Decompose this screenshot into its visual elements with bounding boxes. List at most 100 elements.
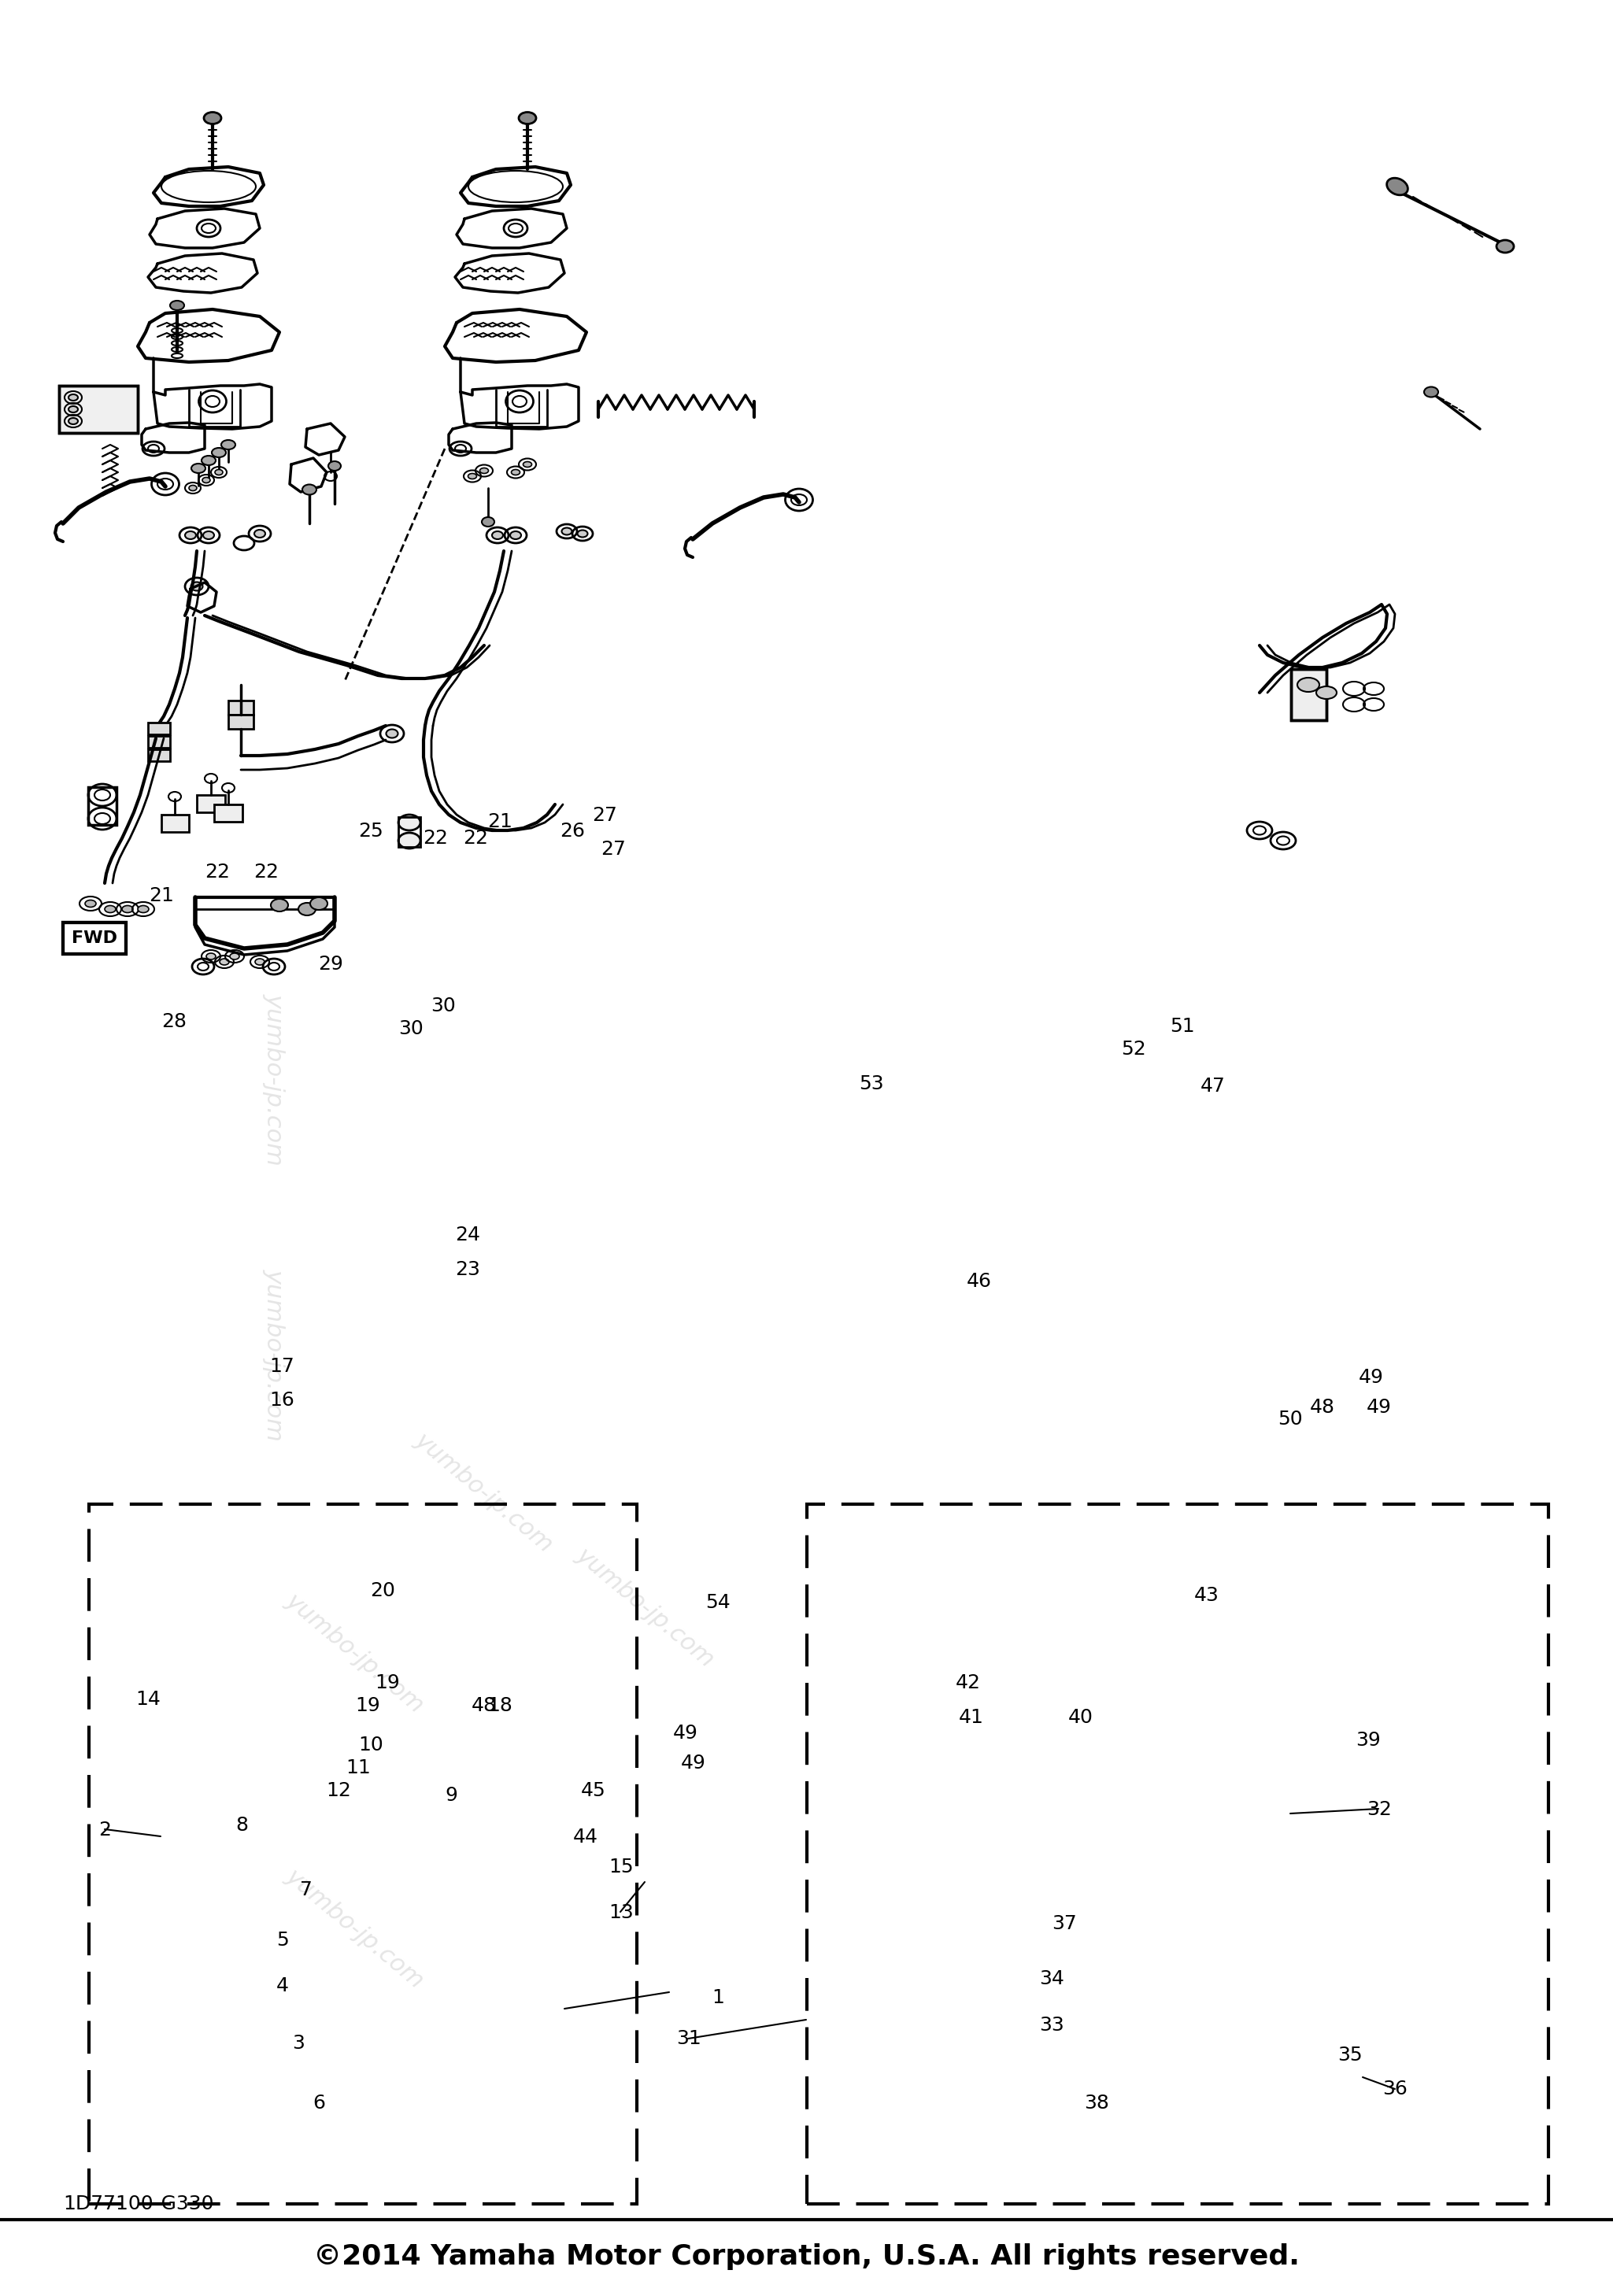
Text: 29: 29 <box>318 955 344 974</box>
Ellipse shape <box>511 468 519 475</box>
Text: 45: 45 <box>581 1782 606 1800</box>
Text: 42: 42 <box>955 1674 981 1692</box>
Ellipse shape <box>468 473 477 480</box>
Ellipse shape <box>479 468 489 473</box>
Text: 50: 50 <box>1277 1410 1303 1428</box>
Text: 35: 35 <box>1337 2046 1363 2064</box>
Text: 25: 25 <box>358 822 384 840</box>
Ellipse shape <box>192 464 205 473</box>
Bar <box>148 723 169 735</box>
Text: 8: 8 <box>235 1816 248 1835</box>
Text: 1: 1 <box>711 1988 724 2007</box>
Bar <box>148 748 169 762</box>
Ellipse shape <box>189 484 197 491</box>
Ellipse shape <box>203 530 215 540</box>
Bar <box>1290 668 1326 721</box>
Text: 54: 54 <box>705 1593 731 1612</box>
Text: 17: 17 <box>269 1357 295 1375</box>
Text: 22: 22 <box>463 829 489 847</box>
Text: 38: 38 <box>1084 2094 1110 2112</box>
Ellipse shape <box>206 953 216 960</box>
Ellipse shape <box>255 530 265 537</box>
Text: 27: 27 <box>600 840 626 859</box>
Text: ©2014 Yamaha Motor Corporation, U.S.A. All rights reserved.: ©2014 Yamaha Motor Corporation, U.S.A. A… <box>313 2243 1300 2271</box>
Text: 24: 24 <box>455 1226 481 1244</box>
Text: 7: 7 <box>300 1880 313 1899</box>
Text: 37: 37 <box>1052 1915 1077 1933</box>
Ellipse shape <box>169 301 184 310</box>
Text: 22: 22 <box>253 863 279 882</box>
Ellipse shape <box>85 900 97 907</box>
Ellipse shape <box>298 902 316 916</box>
Text: 51: 51 <box>1169 1017 1195 1035</box>
Ellipse shape <box>492 530 503 540</box>
Ellipse shape <box>1497 241 1515 253</box>
Ellipse shape <box>68 395 77 400</box>
Ellipse shape <box>202 478 210 482</box>
Text: 19: 19 <box>374 1674 400 1692</box>
Bar <box>1290 668 1326 721</box>
Text: 44: 44 <box>573 1828 598 1846</box>
Bar <box>806 1504 1548 2204</box>
Text: 30: 30 <box>398 1019 424 1038</box>
Bar <box>197 794 226 813</box>
Ellipse shape <box>386 730 398 737</box>
Ellipse shape <box>221 441 235 450</box>
Ellipse shape <box>215 468 223 475</box>
Text: 47: 47 <box>1200 1077 1226 1095</box>
Text: 34: 34 <box>1039 1970 1065 1988</box>
Text: FWD: FWD <box>71 930 118 946</box>
Text: 15: 15 <box>608 1857 634 1876</box>
Text: 10: 10 <box>358 1736 384 1754</box>
Ellipse shape <box>105 905 116 912</box>
Ellipse shape <box>1297 677 1319 691</box>
Text: yumbo-jp.com: yumbo-jp.com <box>282 1864 427 1993</box>
Text: 28: 28 <box>161 1013 187 1031</box>
Text: 33: 33 <box>1039 2016 1065 2034</box>
Text: 21: 21 <box>148 886 174 905</box>
Text: 49: 49 <box>673 1724 698 1743</box>
Text: 14: 14 <box>135 1690 161 1708</box>
Text: 43: 43 <box>1194 1587 1219 1605</box>
Ellipse shape <box>398 833 421 850</box>
Ellipse shape <box>510 530 521 540</box>
Ellipse shape <box>211 448 226 457</box>
Bar <box>60 386 137 434</box>
Ellipse shape <box>231 953 239 960</box>
Text: 11: 11 <box>345 1759 371 1777</box>
Text: 48: 48 <box>471 1697 497 1715</box>
Ellipse shape <box>190 583 203 590</box>
Bar <box>63 923 126 953</box>
Ellipse shape <box>1424 386 1439 397</box>
Ellipse shape <box>1316 687 1337 698</box>
Text: 3: 3 <box>292 2034 305 2053</box>
Ellipse shape <box>185 530 197 540</box>
Bar <box>89 788 116 824</box>
Text: 1D77100-G330: 1D77100-G330 <box>63 2195 215 2213</box>
Text: yumbo-jp.com: yumbo-jp.com <box>282 1589 427 1717</box>
Text: 52: 52 <box>1121 1040 1147 1058</box>
Bar <box>148 737 169 748</box>
Ellipse shape <box>561 528 573 535</box>
Text: 13: 13 <box>608 1903 634 1922</box>
Text: 4: 4 <box>276 1977 289 1995</box>
Bar <box>89 1504 637 2204</box>
Text: 48: 48 <box>1310 1398 1336 1417</box>
Ellipse shape <box>523 461 532 466</box>
Text: 5: 5 <box>276 1931 289 1949</box>
Bar <box>229 700 253 714</box>
Text: yumbo-jp.com: yumbo-jp.com <box>573 1543 718 1671</box>
Text: 32: 32 <box>1366 1800 1392 1818</box>
Text: 22: 22 <box>423 829 448 847</box>
Text: 46: 46 <box>966 1272 992 1290</box>
Ellipse shape <box>219 960 229 964</box>
Text: yumbo-jp.com: yumbo-jp.com <box>263 992 286 1166</box>
Text: 53: 53 <box>858 1075 884 1093</box>
Ellipse shape <box>329 461 340 471</box>
Ellipse shape <box>271 898 289 912</box>
Ellipse shape <box>310 898 327 909</box>
Text: 27: 27 <box>592 806 618 824</box>
Ellipse shape <box>202 455 216 466</box>
Text: 19: 19 <box>355 1697 381 1715</box>
Bar <box>215 804 242 822</box>
